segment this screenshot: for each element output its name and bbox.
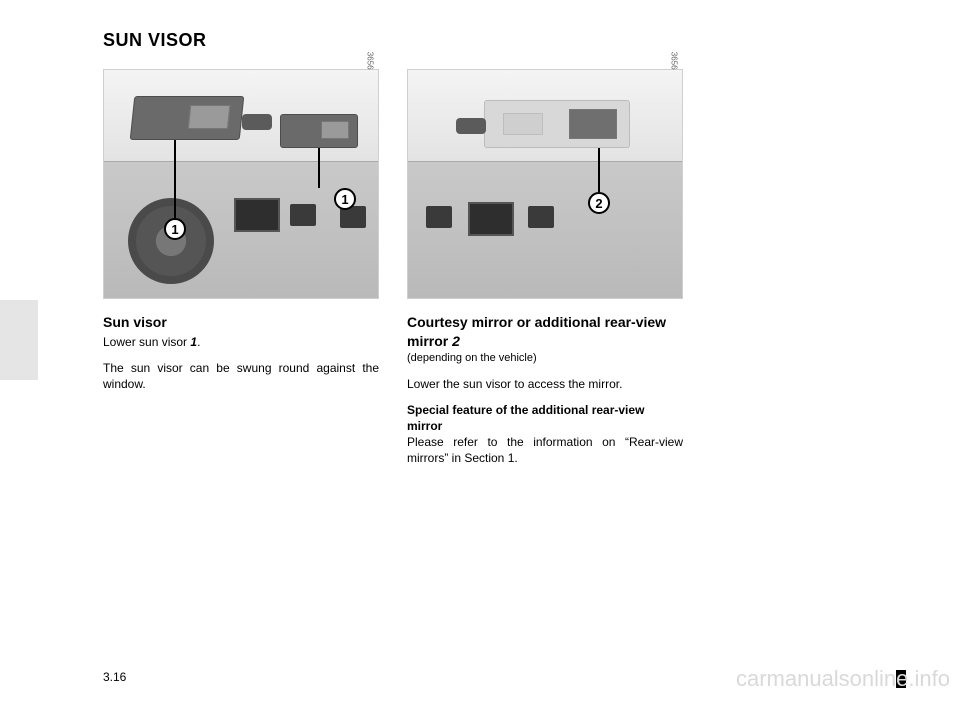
- section-heading: Courtesy mirror or additional rear-view …: [407, 313, 683, 351]
- dashboard-shape: [408, 161, 682, 298]
- columns: 36563 1 1 S: [103, 69, 873, 477]
- text: Lower sun visor: [103, 335, 190, 349]
- callout-label: 1: [171, 222, 178, 237]
- center-screen-shape: [234, 198, 280, 232]
- center-screen-shape: [468, 202, 514, 236]
- figure-left: 36563 1 1: [103, 69, 379, 299]
- body-bold: Special feature of the additional rear-v…: [407, 402, 683, 434]
- callout-1: 1: [334, 188, 356, 210]
- callout-label: 2: [595, 196, 602, 211]
- page-number: 3.16: [103, 670, 126, 684]
- leader-line: [174, 140, 176, 218]
- leader-line: [318, 148, 320, 188]
- text: .: [197, 335, 200, 349]
- vent-shape: [426, 206, 452, 228]
- leader-line: [598, 148, 600, 192]
- callout-label: 1: [341, 192, 348, 207]
- vent-shape: [290, 204, 316, 226]
- side-tab: [0, 300, 38, 380]
- steering-wheel-shape: [128, 198, 214, 284]
- page-content: SUN VISOR 36563: [103, 30, 873, 477]
- watermark: carmanualsonline.info: [736, 666, 950, 692]
- vent-shape: [528, 206, 554, 228]
- body-text: The sun visor can be swung round against…: [103, 360, 379, 392]
- section-heading: Sun visor: [103, 313, 379, 332]
- visor-shape: [130, 96, 245, 140]
- column-left: 36563 1 1 S: [103, 69, 379, 477]
- callout-1: 1: [164, 218, 186, 240]
- rear-mirror-shape: [242, 114, 272, 130]
- sub-text: (depending on the vehicle): [407, 351, 683, 366]
- callout-2: 2: [588, 192, 610, 214]
- visor-shape-r: [280, 114, 358, 148]
- courtesy-mirror: [569, 109, 617, 139]
- visor-label: [503, 113, 543, 135]
- rear-mirror-shape: [456, 118, 486, 134]
- visor-shape: [484, 100, 630, 148]
- figure-right: 36564 2: [407, 69, 683, 299]
- visor-panel: [188, 105, 231, 129]
- body-text: Lower the sun visor to access the mirror…: [407, 376, 683, 392]
- page-title: SUN VISOR: [103, 30, 873, 51]
- body-text: Lower sun visor 1.: [103, 334, 379, 350]
- body-text: Please refer to the information on “Rear…: [407, 434, 683, 466]
- text: Courtesy mirror or additional rear-view …: [407, 314, 666, 349]
- column-right: 36564 2 Courtesy mirror or additional re…: [407, 69, 683, 477]
- ref-number: 2: [452, 333, 460, 349]
- visor-panel: [321, 121, 349, 139]
